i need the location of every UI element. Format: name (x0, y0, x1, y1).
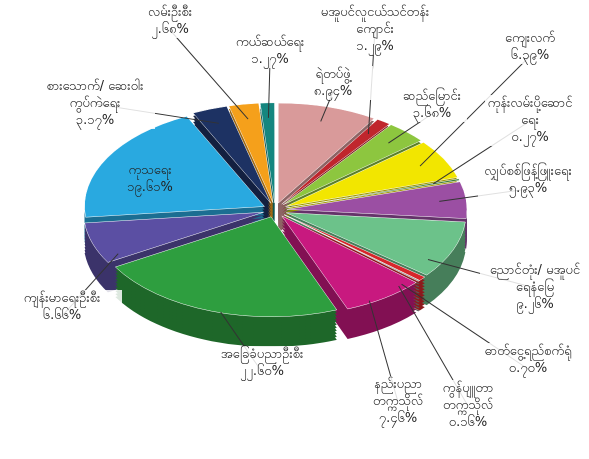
value-label: ၇.၄၆% (378, 411, 418, 426)
slice (84, 211, 264, 263)
category-name: လမ်းဦးစီး (147, 5, 193, 20)
value-label: ၆.၃၉% (510, 48, 550, 63)
slice (285, 142, 459, 207)
value-label: ၁.၂၇% (251, 52, 289, 67)
category-name: စားသောက်/ ဆေးဝါးကွပ်ကဲရေး (46, 79, 144, 111)
slice-label: ကွန်ပျူတာတက္ကသိုလ်၀.၁၆% (428, 380, 508, 431)
value-label: ၃.၁၇% (75, 113, 115, 128)
slice-label: နည်းပညာတက္ကသိုလ်၇.၄၆% (358, 376, 438, 427)
slice (286, 181, 468, 219)
category-name: မအူပင်လူငယ်သင်တန်းကျောင်း (320, 5, 430, 37)
slice (283, 214, 421, 282)
slice (192, 106, 272, 204)
value-label: ၀.၇၀% (508, 361, 548, 376)
slice (286, 212, 466, 276)
category-name: ကုသရေး (128, 163, 172, 178)
category-name: နည်းပညာတက္ကသိုလ် (372, 377, 424, 409)
category-name: လျှပ်စစ်ဖြန့်ဖြူးရေး (484, 164, 572, 179)
slice (228, 102, 274, 203)
leader-line (267, 59, 271, 118)
slice-label: အခြေခံပညာဦးစီး၂၂.၆၀% (197, 346, 327, 380)
value-label: ၀.၁၆% (448, 415, 488, 430)
category-name: အခြေခံပညာဦးစီး (220, 347, 304, 362)
category-name: ဆည်မြောင်း (403, 89, 461, 104)
slice-label: လမ်းဦးစီး၂.၆၈% (130, 4, 210, 38)
slice-label: ကျန်းမာရေးဦးစီး၆.၆၆% (2, 290, 122, 324)
value-label: ၅.၉၃% (508, 181, 548, 196)
value-label: ၆.၆၆% (42, 308, 82, 323)
slice (283, 124, 422, 205)
leader-line (419, 55, 531, 167)
value-label: ၀.၂၇% (511, 130, 549, 145)
value-label: ၉.၂၆% (516, 297, 554, 312)
category-name: ကွန်ပျူတာတက္ကသိုလ် (442, 381, 494, 413)
slice-label: မအူပင်လူငယ်သင်တန်းကျောင်း၁.၂၉% (315, 4, 435, 55)
category-name: ကယ်ဆယ်ရေး (235, 35, 305, 50)
category-name: ကုန်းလမ်းပို့ဆောင်ရေး (487, 96, 573, 128)
category-name: ကျေးလက် (504, 31, 556, 46)
slice-label: ဆည်မြောင်း၃.၆၈% (397, 88, 467, 122)
category-name: ဓာတ်ငွေ့ရည်စက်ရုံ (484, 344, 572, 359)
value-label: ၃.၆၈% (412, 106, 452, 121)
slice (259, 102, 275, 203)
slice-label: ဓာတ်ငွေ့ရည်စက်ရုံ၀.၇၀% (483, 343, 573, 377)
slice (281, 119, 391, 205)
slice (84, 116, 266, 218)
category-name: ကျန်းမာရေးဦးစီး (23, 291, 101, 306)
category-name: ညောင်တုံး/ မအူပင်ရေနံမြေ (489, 263, 581, 295)
value-label: ၈.၉၄% (313, 84, 353, 99)
slice-label: ကုန်းလမ်းပို့ဆောင်ရေး၀.၂၇% (485, 95, 575, 146)
leader-line (169, 29, 249, 120)
slice-label: ရဲတပ်ဖွဲ့၈.၉၄% (293, 66, 373, 100)
slice-label: ကျေးလက်၆.၃၉% (485, 30, 575, 64)
slice-label: စားသောက်/ ဆေးဝါးကွပ်ကဲရေး၃.၁၇% (35, 78, 155, 129)
slice-label: ကယ်ဆယ်ရေး၁.၂၇% (225, 34, 315, 68)
value-label: ၁.၂၉% (356, 39, 394, 54)
category-name: ရဲတပ်ဖွဲ့ (315, 67, 351, 82)
slice (286, 178, 460, 209)
slice-label: လျှပ်စစ်ဖြန့်ဖြူးရေး၅.၉၃% (478, 163, 578, 197)
value-label: ၁၉.၆၁% (127, 180, 173, 195)
slice (278, 102, 375, 204)
slice-label: ညောင်တုံး/ မအူပင်ရေနံမြေ၉.၂၆% (480, 262, 589, 313)
value-label: ၂.၆၈% (151, 22, 189, 37)
slice (281, 215, 417, 310)
slice (114, 216, 338, 318)
slice-label: ကုသရေး၁၉.၆၁% (95, 162, 205, 196)
value-label: ၂၂.၆၀% (240, 364, 284, 379)
